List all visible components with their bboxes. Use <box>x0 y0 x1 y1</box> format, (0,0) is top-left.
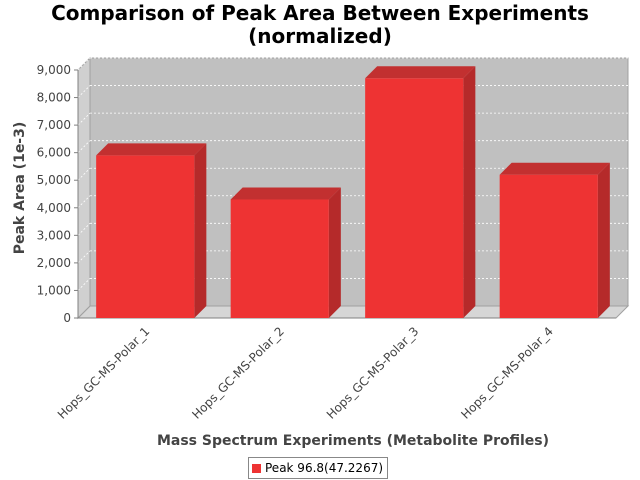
y-tick-label: 0 <box>63 311 71 325</box>
bar-side <box>597 162 610 318</box>
y-tick-label: 7,000 <box>37 118 71 132</box>
y-tick-label: 4,000 <box>37 201 71 215</box>
plot-left-wall <box>77 56 91 320</box>
y-tick-label: 1,000 <box>37 283 71 297</box>
gridline-side <box>77 167 91 181</box>
y-tick-label: 2,000 <box>37 256 71 270</box>
y-axis-label: Peak Area (1e-3) <box>12 122 28 255</box>
chart-title-line-2: (normalized) <box>248 24 392 48</box>
gridline-side <box>77 85 91 98</box>
bar-side <box>328 187 341 318</box>
gridline-side <box>77 112 91 126</box>
bar <box>365 78 464 319</box>
legend-swatch <box>252 463 261 473</box>
bar-side <box>463 66 476 319</box>
gridline-side <box>77 250 91 264</box>
x-tick-label: Hops_GC-MS-Polar_3 <box>324 324 422 422</box>
gridline-side <box>77 278 91 291</box>
y-tick-label: 5,000 <box>37 173 71 187</box>
bar-top <box>365 66 476 79</box>
gridline-side <box>77 195 91 209</box>
bar-top <box>96 143 207 156</box>
bar <box>96 155 195 318</box>
bar-side <box>194 143 207 318</box>
gridline-side <box>77 140 91 153</box>
x-tick-label: Hops_GC-MS-Polar_1 <box>55 324 153 422</box>
chart-title-line-1: Comparison of Peak Area Between Experime… <box>51 1 589 25</box>
x-axis-label: Mass Spectrum Experiments (Metabolite Pr… <box>157 433 549 449</box>
gridline-side <box>77 57 91 71</box>
y-tick-label: 8,000 <box>37 91 71 105</box>
y-tick-label: 6,000 <box>37 146 71 160</box>
legend-label: Peak 96.8(47.2267) <box>265 461 384 475</box>
legend: Peak 96.8(47.2267) <box>248 457 389 479</box>
bar-top <box>230 187 341 200</box>
y-tick-label: 3,000 <box>37 228 71 242</box>
gridline-side <box>77 223 91 236</box>
bar-top <box>499 162 610 175</box>
chart-title: Comparison of Peak Area Between Experime… <box>0 2 640 48</box>
y-tick-label: 9,000 <box>37 63 71 77</box>
x-tick-label: Hops_GC-MS-Polar_2 <box>189 324 287 422</box>
bar <box>230 199 329 318</box>
bar <box>499 174 598 318</box>
x-tick-label: Hops_GC-MS-Polar_4 <box>458 324 556 422</box>
